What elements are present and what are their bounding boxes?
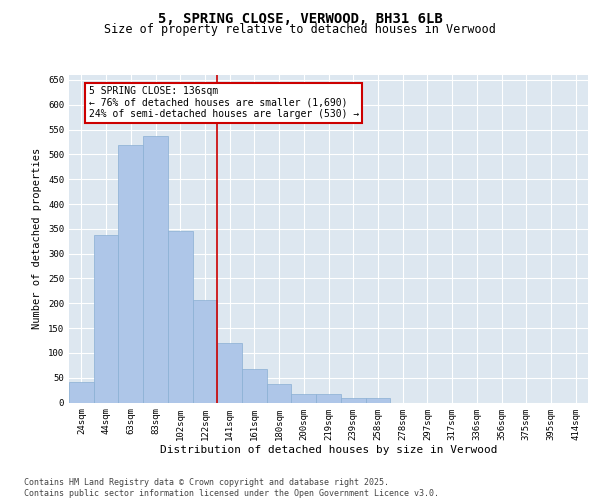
- Bar: [168, 232, 193, 402]
- Bar: [193, 300, 217, 402]
- Bar: [242, 370, 267, 402]
- Bar: [292, 394, 316, 402]
- X-axis label: Distribution of detached houses by size in Verwood: Distribution of detached houses by size …: [160, 445, 497, 455]
- Y-axis label: Number of detached properties: Number of detached properties: [32, 148, 43, 330]
- Bar: [94, 235, 118, 402]
- Text: 5, SPRING CLOSE, VERWOOD, BH31 6LB: 5, SPRING CLOSE, VERWOOD, BH31 6LB: [158, 12, 442, 26]
- Bar: [118, 146, 143, 402]
- Bar: [341, 398, 365, 402]
- Bar: [316, 394, 341, 402]
- Text: Contains HM Land Registry data © Crown copyright and database right 2025.
Contai: Contains HM Land Registry data © Crown c…: [24, 478, 439, 498]
- Bar: [267, 384, 292, 402]
- Text: Size of property relative to detached houses in Verwood: Size of property relative to detached ho…: [104, 24, 496, 36]
- Text: 5 SPRING CLOSE: 136sqm
← 76% of detached houses are smaller (1,690)
24% of semi-: 5 SPRING CLOSE: 136sqm ← 76% of detached…: [89, 86, 359, 119]
- Bar: [69, 382, 94, 402]
- Bar: [365, 398, 390, 402]
- Bar: [217, 344, 242, 402]
- Bar: [143, 136, 168, 402]
